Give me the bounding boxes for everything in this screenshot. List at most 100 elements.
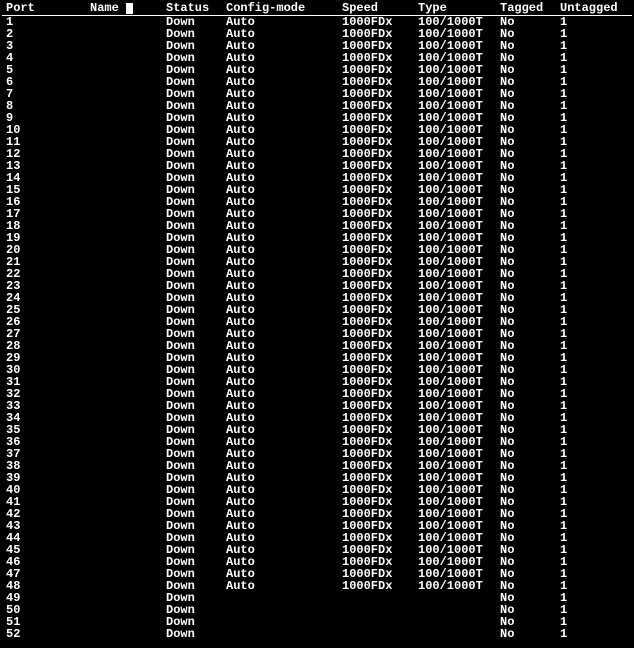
cell-name (90, 520, 140, 532)
table-row: 51DownNo1 (2, 616, 632, 628)
table-row: 29DownAuto1000FDx100/1000TNo1 (2, 352, 632, 364)
cell-sep (140, 220, 166, 232)
cell-untagged: 1 (560, 88, 632, 100)
cell-name (90, 616, 140, 628)
table-row: 34DownAuto1000FDx100/1000TNo1 (2, 412, 632, 424)
table-row: 44DownAuto1000FDx100/1000TNo1 (2, 532, 632, 544)
cell-name (90, 292, 140, 304)
cell-sep (140, 616, 166, 628)
table-row: 16DownAuto1000FDx100/1000TNo1 (2, 196, 632, 208)
col-sep-header (140, 2, 166, 16)
table-row: 50DownNo1 (2, 604, 632, 616)
cell-untagged: 1 (560, 64, 632, 76)
table-row: 1DownAuto1000FDx100/1000TNo1 (2, 16, 632, 29)
table-row: 19DownAuto1000FDx100/1000TNo1 (2, 232, 632, 244)
table-row: 33DownAuto1000FDx100/1000TNo1 (2, 400, 632, 412)
cell-untagged: 1 (560, 292, 632, 304)
cell-name (90, 460, 140, 472)
cell-port: 8 (2, 100, 90, 112)
cell-untagged: 1 (560, 256, 632, 268)
cell-untagged: 1 (560, 556, 632, 568)
cell-sep (140, 28, 166, 40)
cell-type (418, 628, 500, 640)
table-row: 49DownNo1 (2, 592, 632, 604)
cell-untagged: 1 (560, 148, 632, 160)
cell-type (418, 592, 500, 604)
cell-name (90, 16, 140, 29)
cell-untagged: 1 (560, 544, 632, 556)
cell-sep (140, 76, 166, 88)
cell-name (90, 172, 140, 184)
cell-untagged: 1 (560, 484, 632, 496)
cell-sep (140, 16, 166, 29)
cell-type: 100/1000T (418, 580, 500, 592)
table-row: 41DownAuto1000FDx100/1000TNo1 (2, 496, 632, 508)
cell-name (90, 592, 140, 604)
cell-port: 6 (2, 76, 90, 88)
cell-untagged: 1 (560, 628, 632, 640)
cell-name (90, 160, 140, 172)
cell-sep (140, 508, 166, 520)
table-row: 8DownAuto1000FDx100/1000TNo1 (2, 100, 632, 112)
cell-name (90, 508, 140, 520)
cell-name (90, 400, 140, 412)
cell-name (90, 28, 140, 40)
cell-name (90, 256, 140, 268)
cell-name (90, 472, 140, 484)
cell-untagged: 1 (560, 436, 632, 448)
table-row: 15DownAuto1000FDx100/1000TNo1 (2, 184, 632, 196)
cell-speed: 1000FDx (342, 580, 418, 592)
col-config-header: Config-mode (226, 2, 342, 16)
cell-sep (140, 604, 166, 616)
cell-speed (342, 628, 418, 640)
col-status-header: Status (166, 2, 226, 16)
cell-sep (140, 544, 166, 556)
cell-name (90, 436, 140, 448)
cell-name (90, 580, 140, 592)
cell-sep (140, 208, 166, 220)
cell-speed (342, 592, 418, 604)
table-row: 28DownAuto1000FDx100/1000TNo1 (2, 340, 632, 352)
table-row: 13DownAuto1000FDx100/1000TNo1 (2, 160, 632, 172)
cell-untagged: 1 (560, 316, 632, 328)
cell-untagged: 1 (560, 496, 632, 508)
cell-port: 5 (2, 64, 90, 76)
cell-name (90, 40, 140, 52)
cell-untagged: 1 (560, 592, 632, 604)
cell-untagged: 1 (560, 52, 632, 64)
cell-untagged: 1 (560, 100, 632, 112)
cell-sep (140, 304, 166, 316)
table-row: 2DownAuto1000FDx100/1000TNo1 (2, 28, 632, 40)
cell-name (90, 388, 140, 400)
cell-sep (140, 232, 166, 244)
cell-name (90, 496, 140, 508)
cell-name (90, 88, 140, 100)
cell-name (90, 268, 140, 280)
cell-untagged: 1 (560, 280, 632, 292)
cell-sep (140, 88, 166, 100)
table-row: 35DownAuto1000FDx100/1000TNo1 (2, 424, 632, 436)
cell-config (226, 616, 342, 628)
cell-name (90, 244, 140, 256)
table-row: 23DownAuto1000FDx100/1000TNo1 (2, 280, 632, 292)
cell-sep (140, 412, 166, 424)
cell-name (90, 556, 140, 568)
cell-port: 2 (2, 28, 90, 40)
table-row: 11DownAuto1000FDx100/1000TNo1 (2, 136, 632, 148)
cell-sep (140, 628, 166, 640)
table-row: 36DownAuto1000FDx100/1000TNo1 (2, 436, 632, 448)
cell-sep (140, 472, 166, 484)
cell-sep (140, 40, 166, 52)
table-row: 6DownAuto1000FDx100/1000TNo1 (2, 76, 632, 88)
cell-sep (140, 484, 166, 496)
cell-name (90, 604, 140, 616)
cell-sep (140, 100, 166, 112)
table-row: 32DownAuto1000FDx100/1000TNo1 (2, 388, 632, 400)
cell-sep (140, 340, 166, 352)
table-row: 5DownAuto1000FDx100/1000TNo1 (2, 64, 632, 76)
col-tagged-header: Tagged (500, 2, 560, 16)
cell-port: 52 (2, 628, 90, 640)
cell-sep (140, 316, 166, 328)
cell-speed (342, 616, 418, 628)
cell-type (418, 604, 500, 616)
